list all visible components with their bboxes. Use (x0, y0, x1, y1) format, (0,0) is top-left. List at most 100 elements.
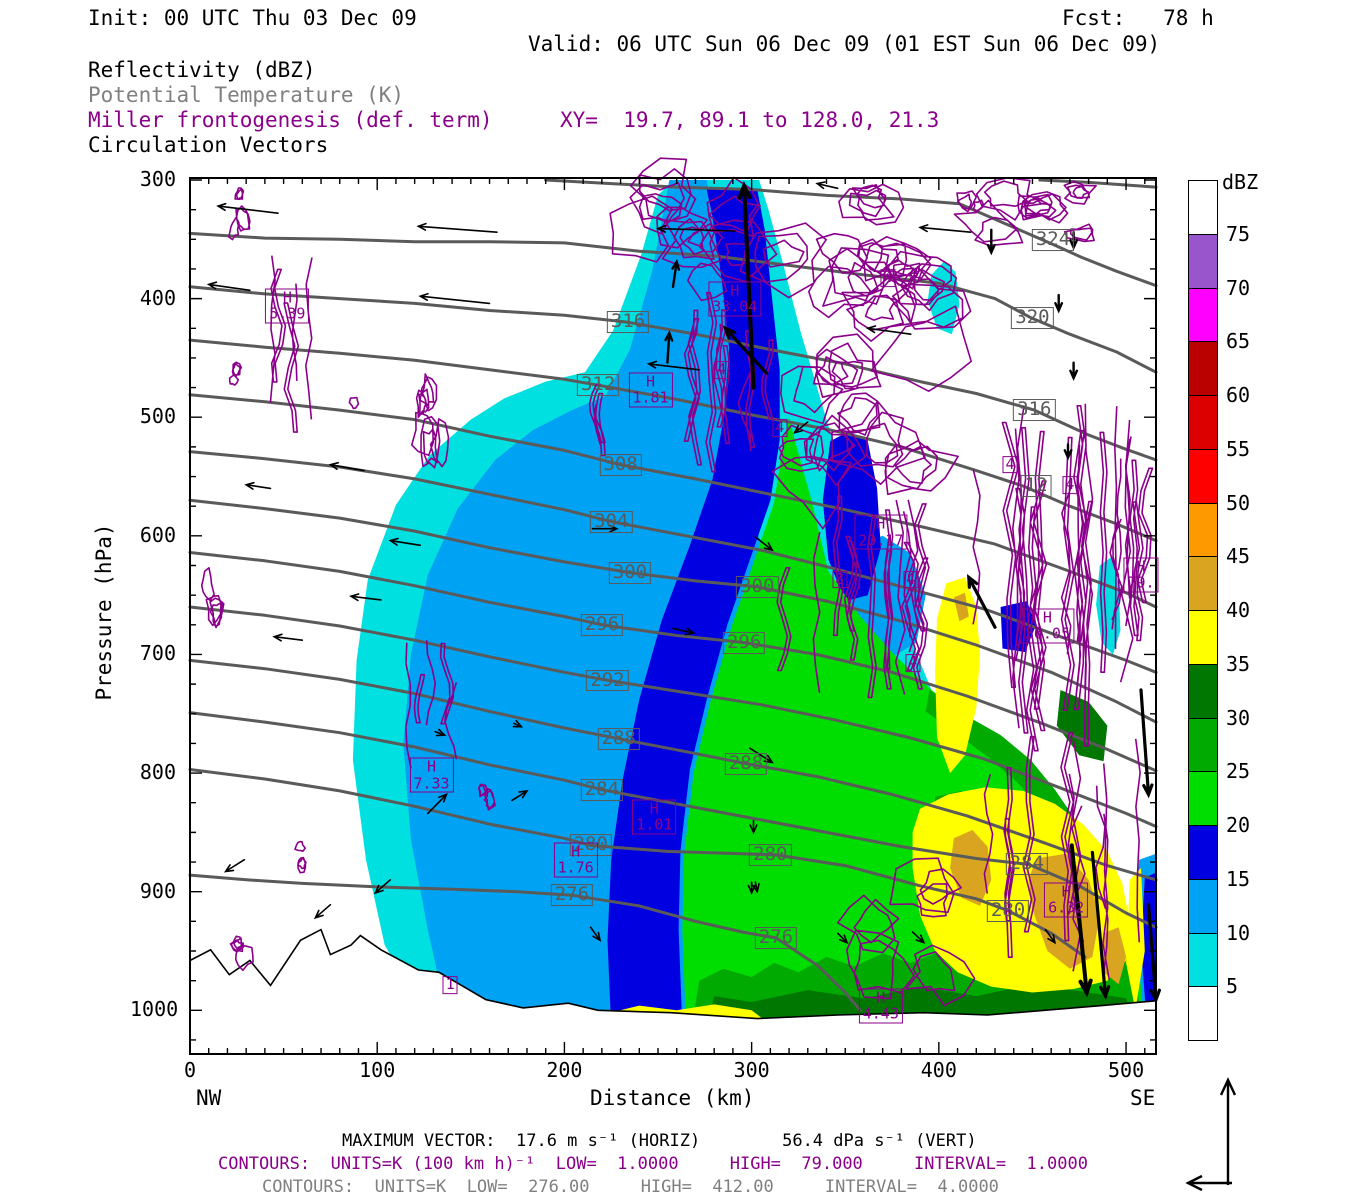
colorbar-tick-label: 70 (1226, 275, 1251, 300)
theta-contour-label: 296 (722, 631, 766, 654)
x-axis-tick-label: 500 (1107, 1058, 1145, 1082)
circulation-vector (272, 633, 304, 642)
frontogenesis-max-label: H 7.33 (409, 757, 454, 793)
frontogenesis-max-label: H 36.05 (1020, 608, 1074, 644)
circulation-vector (751, 881, 760, 894)
reflectivity-fill-35dbz (935, 577, 980, 774)
theta-contour-label: 324 (1031, 229, 1075, 252)
theta-contour-label: 280 (749, 843, 792, 866)
frontogenesis-contour-cluster (477, 783, 496, 811)
circulation-vector (671, 258, 681, 288)
colorbar-title: dBZ (1222, 170, 1259, 194)
x-axis-tick-label: 0 (183, 1058, 197, 1082)
valid-time-label: Valid: 06 UTC Sun 06 Dec 09 (01 EST Sun … (528, 32, 1161, 56)
circulation-vector (1063, 443, 1073, 461)
below-terrain-mask (190, 929, 1157, 1055)
frontogenesis-contour-cluster (683, 291, 774, 473)
circulation-vector (1069, 361, 1079, 382)
frontogenesis-contour-cluster (228, 187, 251, 241)
colorbar-tick-label: 45 (1226, 544, 1251, 569)
circulation-vector (737, 180, 756, 390)
colorbar-tick-label: 20 (1226, 813, 1251, 837)
x-axis-end-label: SE (1130, 1086, 1156, 1110)
theta-contour-316 (188, 285, 1158, 462)
colorbar-segment (1188, 610, 1218, 665)
frontogenesis-max-label: H 79. (1123, 557, 1159, 593)
circulation-vector (672, 627, 696, 636)
reflectivity-fill-40dbz (953, 592, 969, 622)
circulation-vector (754, 536, 774, 552)
theta-contour-label: 316 (606, 311, 650, 334)
theta-contour-label: 276 (754, 926, 798, 949)
reflectivity-fill-15dbz (822, 431, 881, 602)
theta-contour-300 (188, 498, 1158, 724)
x-axis-start-label: NW (196, 1086, 222, 1110)
colorbar-segment (1188, 556, 1218, 611)
reflectivity-fill-15dbz (607, 189, 780, 1029)
circulation-vector (656, 224, 736, 233)
colorbar-segment (1188, 233, 1218, 289)
theta-contour-288 (188, 658, 1158, 882)
forecast-hour-label: Fcst: 78 h (1062, 6, 1214, 30)
circulation-vector (591, 524, 619, 533)
circulation-vector (918, 224, 972, 233)
frontogenesis-contour-cluster (956, 190, 984, 213)
frontogenesis-contour-label: 1 (442, 976, 458, 995)
colorbar-segment (1188, 771, 1218, 826)
frontogenesis-contour-cluster (229, 935, 254, 972)
field-label-vectors: Circulation Vectors (88, 133, 329, 157)
frontogenesis-max-label: H 1.81 (628, 372, 673, 408)
theta-contour-320 (188, 231, 1158, 374)
frontogenesis-contour-cluster (588, 383, 606, 457)
colorbar-tick-label: 30 (1226, 705, 1251, 730)
theta-contour-info-label: CONTOURS: UNITS=K LOW= 276.00 HIGH= 412.… (262, 1177, 999, 1197)
theta-contour-label: 288 (724, 752, 768, 775)
circulation-vector (815, 181, 839, 190)
terrain-line (189, 928, 1157, 1020)
frontogenesis-contour-cluster (972, 403, 1144, 752)
y-axis-tick-label: 1000 (130, 997, 179, 1022)
theta-contour-label: 276 (550, 884, 594, 907)
colorbar-segment (1188, 932, 1218, 988)
frontogenesis-contour-info-label: CONTOURS: UNITS=K (100 km h)⁻¹ LOW= 1.00… (218, 1154, 1088, 1174)
theta-contour-label: 312 (576, 374, 620, 397)
theta-contour-label: 296 (580, 613, 624, 636)
circulation-vector (313, 903, 332, 920)
circulation-vector (223, 858, 246, 873)
colorbar-tick-label: 25 (1226, 759, 1251, 784)
circulation-vector (1069, 843, 1093, 998)
circulation-vector (836, 932, 849, 945)
circulation-vector (373, 879, 392, 895)
theta-contour-label: 300 (736, 575, 779, 598)
reflectivity-fill-15dbz (1141, 872, 1156, 1023)
colorbar-segment (1188, 878, 1218, 934)
frontogenesis-max-label: H 5.39 (265, 288, 310, 324)
frontogenesis-contour-cluster (953, 176, 1097, 247)
vector-scale-legend-icon (1185, 1077, 1237, 1192)
colorbar-tick-label: 5 (1226, 974, 1239, 999)
y-axis-tick-label: 300 (139, 166, 176, 191)
theta-contour-label: 12 (1020, 475, 1052, 497)
frontogenesis-contour-cluster (837, 857, 976, 1007)
colorbar-tick-label: 55 (1226, 436, 1251, 461)
circulation-vector (966, 573, 997, 629)
circulation-vector (793, 421, 809, 434)
theta-contour-label: 280 (569, 834, 612, 857)
circulation-vector (388, 537, 422, 547)
circulation-vector (1054, 293, 1064, 314)
x-axis-tick-label: 400 (920, 1058, 957, 1082)
colorbar-tick-label: 35 (1226, 651, 1251, 676)
x-axis-tick-label: 100 (359, 1058, 396, 1082)
frontogenesis-contour-cluster (405, 640, 458, 769)
frontogenesis-max-label: H 1.01 (632, 799, 677, 835)
x-axis-tick-label: 200 (546, 1058, 583, 1082)
theta-contour-label: 316 (1013, 399, 1056, 422)
y-axis-tick-label: 500 (139, 404, 176, 429)
colorbar-tick-label: 75 (1226, 221, 1251, 246)
circulation-vector (986, 228, 996, 256)
theta-contour-label: 292 (586, 669, 629, 692)
plot-frame (189, 177, 1157, 1055)
circulation-vector (589, 926, 602, 942)
